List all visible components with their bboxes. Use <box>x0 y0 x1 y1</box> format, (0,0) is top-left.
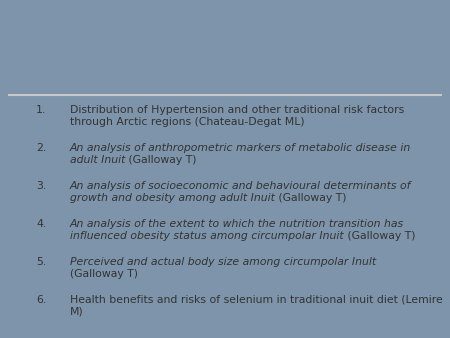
Text: adult Inuit: adult Inuit <box>70 155 126 165</box>
Text: influenced obesity status among circumpolar Inuit: influenced obesity status among circumpo… <box>70 231 344 241</box>
Text: An analysis of the extent to which the nutrition transition has: An analysis of the extent to which the n… <box>70 219 404 229</box>
Text: 3.: 3. <box>36 181 46 191</box>
Text: growth and obesity among adult Inuit: growth and obesity among adult Inuit <box>70 193 275 203</box>
Text: Health benefits and risks of selenium in traditional inuit diet (Lemire: Health benefits and risks of selenium in… <box>70 295 443 305</box>
Text: (Galloway T): (Galloway T) <box>70 269 138 279</box>
Text: (Galloway T): (Galloway T) <box>344 231 415 241</box>
Text: Distribution of Hypertension and other traditional risk factors: Distribution of Hypertension and other t… <box>70 105 404 115</box>
Text: Perceived and actual body size among circumpolar Inult: Perceived and actual body size among cir… <box>70 257 376 267</box>
Text: 2.: 2. <box>36 143 46 153</box>
Text: 6.: 6. <box>36 295 46 305</box>
Text: 1.: 1. <box>36 105 46 115</box>
Text: through Arctic regions (Chateau-Degat ML): through Arctic regions (Chateau-Degat ML… <box>70 117 305 127</box>
Text: 4.: 4. <box>36 219 46 229</box>
Text: M): M) <box>70 307 84 317</box>
Text: (Galloway T): (Galloway T) <box>126 155 197 165</box>
Text: 5.: 5. <box>36 257 46 267</box>
Text: An analysis of anthropometric markers of metabolic disease in: An analysis of anthropometric markers of… <box>70 143 411 153</box>
Text: An analysis of socioeconomic and behavioural determinants of: An analysis of socioeconomic and behavio… <box>70 181 411 191</box>
Text: (Galloway T): (Galloway T) <box>275 193 346 203</box>
